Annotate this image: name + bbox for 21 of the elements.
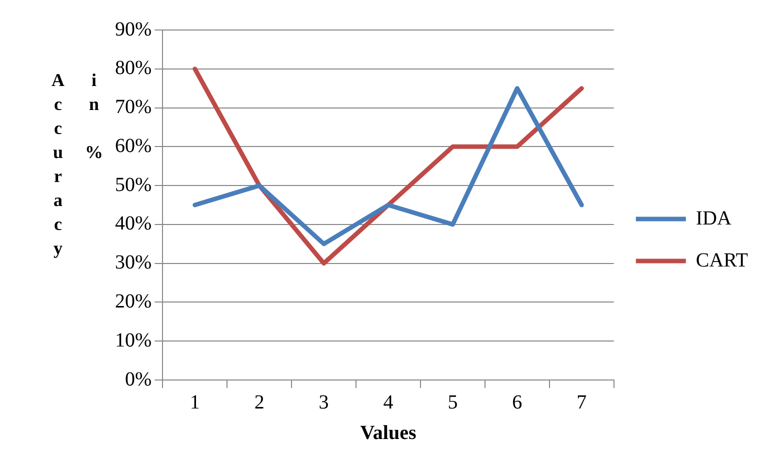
y-tick-label: 60% xyxy=(114,134,152,157)
y-tick-label: 80% xyxy=(114,57,152,80)
x-axis-title: Values xyxy=(360,422,416,444)
y-tick-label: 90% xyxy=(114,18,152,40)
y-tick-label: 70% xyxy=(114,96,152,118)
y-tick-label: 40% xyxy=(114,212,152,235)
y-tick-label: 20% xyxy=(114,290,152,312)
x-tick-label: 1 xyxy=(190,391,200,414)
x-tick-label: 7 xyxy=(576,391,587,414)
y-tick-label: 30% xyxy=(114,252,152,274)
y-tick-label: 10% xyxy=(114,329,152,352)
y-axis-title: Accuracy in % xyxy=(47,70,105,262)
y-tick-label: 50% xyxy=(114,174,152,196)
x-tick-label: 2 xyxy=(254,391,264,414)
legend-label: IDA xyxy=(696,207,732,230)
x-tick-label: 5 xyxy=(448,391,458,414)
legend-label: CART xyxy=(696,249,748,272)
y-tick-label: 0% xyxy=(124,368,152,390)
x-tick-label: 6 xyxy=(512,391,522,414)
x-tick-label: 4 xyxy=(383,391,394,414)
x-tick-label: 3 xyxy=(318,391,329,414)
